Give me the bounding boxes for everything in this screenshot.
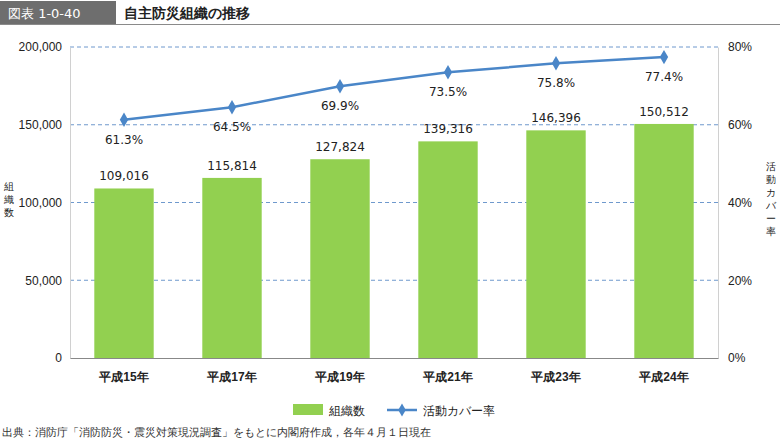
legend-item: 活動カバー率 bbox=[387, 403, 495, 417]
y2-tick: 60% bbox=[718, 118, 752, 132]
y2-tick-label: 0% bbox=[728, 351, 746, 365]
marks bbox=[94, 50, 693, 358]
plot: 0 50,000 100,000 150,000 200,000 0% 20% 40% 60% 8… bbox=[19, 40, 753, 383]
grid-line bbox=[70, 47, 718, 48]
y2-axis: 0% 20% 40% 60% 80% bbox=[718, 40, 752, 365]
y-tick-label: 100,000 bbox=[19, 196, 63, 210]
line bbox=[124, 57, 664, 120]
legend-marker bbox=[398, 403, 406, 416]
y2-tick-label: 80% bbox=[728, 40, 752, 54]
line-marker bbox=[660, 50, 668, 64]
grid-line bbox=[70, 202, 718, 203]
x-tick: 平成15年 bbox=[98, 358, 148, 384]
y2-tick-label: 20% bbox=[728, 274, 752, 288]
line-label: 69.9% bbox=[321, 99, 359, 113]
x-tick-label: 平成17年 bbox=[206, 370, 256, 384]
x-axis: 平成15年 平成17年 平成19年 平成21年 平成23年 平成24年 bbox=[71, 358, 719, 384]
bar-label: 109,016 bbox=[99, 169, 149, 183]
data-labels: 109,016 115,814 127,824 139,316 146,396 150,5… bbox=[99, 70, 689, 183]
x-tick-label: 平成23年 bbox=[530, 370, 580, 384]
y-tick: 50,000 bbox=[25, 274, 70, 288]
legend-swatch bbox=[293, 404, 323, 415]
bar-label: 146,396 bbox=[531, 111, 581, 125]
grid-line bbox=[70, 280, 718, 281]
bar-label: 150,512 bbox=[639, 105, 689, 119]
x-axis-line bbox=[71, 358, 719, 359]
title: 自主防災組織の推移 bbox=[124, 5, 250, 21]
x-tick: 平成19年 bbox=[314, 358, 364, 384]
line-marker bbox=[336, 79, 344, 93]
line-label: 77.4% bbox=[645, 70, 683, 84]
line-marker bbox=[228, 100, 236, 114]
x-tick: 平成21年 bbox=[422, 358, 472, 384]
x-tick-label: 平成15年 bbox=[98, 370, 148, 384]
line-label: 61.3% bbox=[105, 133, 143, 147]
bar bbox=[418, 141, 477, 358]
x-tick-label: 平成21年 bbox=[422, 370, 472, 384]
legend-label: 活動カバー率 bbox=[423, 404, 495, 418]
bar bbox=[310, 159, 369, 358]
y2-tick: 20% bbox=[718, 274, 752, 288]
line-marker bbox=[552, 56, 560, 70]
y-tick-label: 50,000 bbox=[25, 274, 62, 288]
y-tick: 0 bbox=[55, 351, 70, 365]
y-axis-line bbox=[70, 48, 71, 359]
y2-tick: 40% bbox=[718, 196, 752, 210]
line-marker bbox=[120, 112, 128, 126]
y-axis-title: 組織数 bbox=[3, 181, 14, 218]
y-tick: 100,000 bbox=[19, 196, 70, 210]
header-rule bbox=[0, 24, 780, 25]
bar bbox=[202, 178, 261, 358]
x-tick-label: 平成24年 bbox=[638, 370, 688, 384]
bar-label: 115,814 bbox=[207, 159, 257, 173]
bar bbox=[526, 130, 585, 358]
y2-tick: 0% bbox=[718, 351, 746, 365]
x-tick: 平成23年 bbox=[530, 358, 580, 384]
grid bbox=[70, 47, 718, 280]
y-tick: 150,000 bbox=[19, 118, 70, 132]
line-label: 73.5% bbox=[429, 85, 467, 99]
bar-label: 139,316 bbox=[423, 122, 473, 136]
y2-tick: 80% bbox=[718, 40, 752, 54]
y2-tick-label: 60% bbox=[728, 118, 752, 132]
legend: 組織数 活動カバー率 bbox=[293, 403, 495, 417]
bar bbox=[634, 124, 693, 358]
line-label: 75.8% bbox=[537, 76, 575, 90]
grid-line bbox=[70, 124, 718, 125]
line-label: 64.5% bbox=[213, 120, 251, 134]
figure-number: 図表 1-0-40 bbox=[8, 6, 81, 21]
header: 図表 1-0-40 自主防災組織の推移 bbox=[0, 1, 780, 25]
y2-axis-title: 活動カバー率 bbox=[765, 161, 777, 237]
y-tick-label: 150,000 bbox=[19, 118, 63, 132]
y-tick: 200,000 bbox=[19, 40, 70, 54]
bar bbox=[94, 188, 153, 358]
bar-label: 127,824 bbox=[315, 140, 365, 154]
x-tick: 平成17年 bbox=[206, 358, 256, 384]
legend-item: 組織数 bbox=[293, 404, 365, 418]
legend-label: 組織数 bbox=[328, 404, 365, 418]
source: 出典：消防庁「消防防災・震災対策現況調査」をもとに内閣府作成，各年４月１日現在 bbox=[2, 426, 431, 439]
x-tick-label: 平成19年 bbox=[314, 370, 364, 384]
y-tick-label: 0 bbox=[55, 351, 62, 365]
y2-tick-label: 40% bbox=[728, 196, 752, 210]
figure-number-box bbox=[0, 1, 116, 24]
y-axis: 0 50,000 100,000 150,000 200,000 bbox=[19, 40, 71, 365]
y2-axis-line bbox=[718, 48, 719, 359]
y-tick-label: 200,000 bbox=[19, 40, 63, 54]
chart: 図表 1-0-40 自主防災組織の推移 0 50,000 100,000 150,000 2… bbox=[0, 0, 780, 442]
line-marker bbox=[444, 65, 452, 79]
x-tick: 平成24年 bbox=[638, 358, 688, 384]
